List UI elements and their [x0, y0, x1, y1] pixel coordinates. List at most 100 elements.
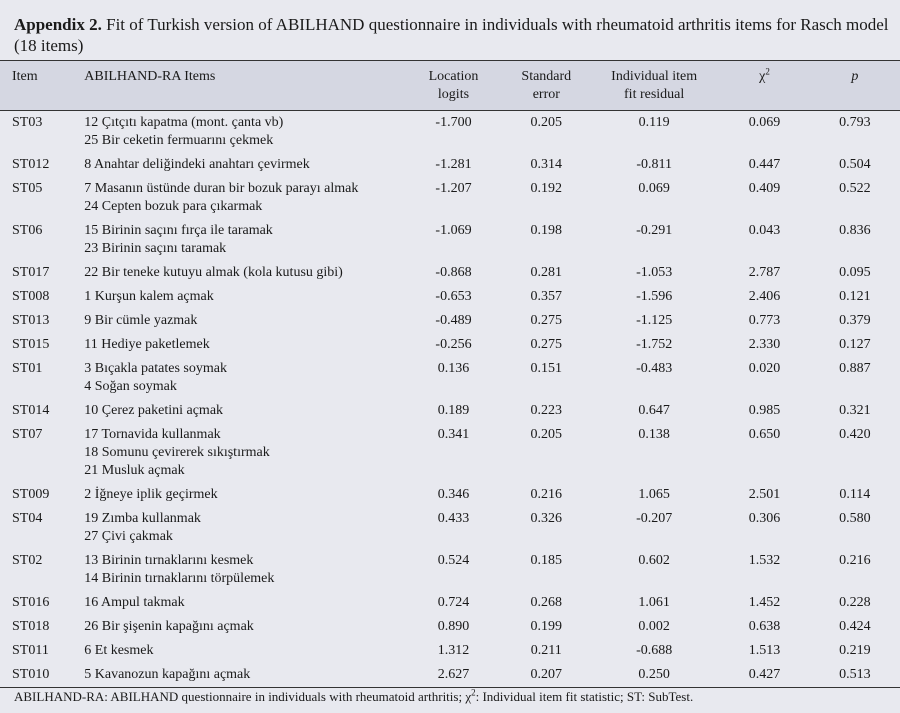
item-line: 4 Soğan soymak: [84, 379, 177, 394]
item-line: 19 Zımba kullanmak: [84, 511, 201, 526]
header-line: Location: [428, 69, 479, 84]
header-row: Item ABILHAND-RA Items Location logits Stand…: [0, 60, 900, 111]
cell: -1.596: [636, 289, 673, 304]
item-line: 1 Kurşun kalem açmak: [84, 289, 214, 304]
cell: 7 Masanın üstünde duran bir bozuk parayı…: [84, 177, 403, 219]
cell: 3 Bıçakla patates soymak 4 Soğan soymak: [84, 357, 403, 399]
cell: 0.185: [530, 553, 563, 568]
cell: 9 Bir cümle yazmak: [84, 309, 403, 333]
table-row: ST03 12 Çıtçıtı kapatma (mont. çanta vb) 2…: [0, 111, 900, 154]
cell: -1.281: [435, 157, 472, 172]
cell: 19 Zımba kullanmak 27 Çivi çakmak: [84, 507, 403, 549]
cell: -0.688: [636, 643, 673, 658]
item-line: 18 Somunu çevirerek sıkıştırmak: [84, 445, 270, 460]
header-line: fit residual: [624, 87, 685, 102]
cell: 0.205: [530, 115, 563, 130]
cell: 0.114: [839, 487, 871, 502]
item-line: 8 Anahtar deliğindeki anahtarı çevirmek: [84, 157, 310, 172]
cell: ST009: [12, 487, 50, 502]
cell: ST017: [12, 265, 50, 280]
footnote-text: ABILHAND-RA: ABILHAND questionnaire in i…: [14, 689, 472, 704]
cell: -0.207: [636, 511, 673, 526]
cell: ST02: [12, 553, 43, 568]
cell: 0.513: [809, 663, 900, 688]
header-text: χ: [759, 69, 766, 84]
cell: 0.268: [530, 595, 563, 610]
cell: 0.151: [530, 361, 563, 376]
cell: ST016: [12, 595, 50, 610]
cell: 1 Kurşun kalem açmak: [84, 285, 403, 309]
superscript: 2: [471, 687, 476, 698]
item-line: 14 Birinin tırnaklarını törpülemek: [84, 571, 275, 586]
item-line: 5 Kavanozun kapağını açmak: [84, 667, 251, 682]
table-row: ST017 22 Bir teneke kutuyu almak (kola ku…: [0, 261, 900, 285]
cell: 0.326: [530, 511, 563, 526]
cell: 0.427: [719, 663, 810, 688]
cell: 0.580: [839, 511, 871, 526]
cell: 0.281: [530, 265, 563, 280]
table-header: Item ABILHAND-RA Items Location logits Stand…: [0, 60, 900, 111]
cell: 0.424: [839, 619, 871, 634]
cell: 17 Tornavida kullanmak 18 Somunu çevirere…: [84, 423, 403, 483]
table-row: ST012 8 Anahtar deliğindeki anahtarı çevi…: [0, 153, 900, 177]
item-line: 24 Cepten bozuk para çıkarmak: [84, 199, 263, 214]
cell: ST06: [12, 223, 43, 238]
item-line: 13 Birinin tırnaklarını kesmek: [84, 553, 254, 568]
cell: 0.647: [638, 403, 670, 418]
cell: 0.205: [530, 427, 563, 442]
cell: 0.136: [437, 361, 470, 376]
table-row: ST014 10 Çerez paketini açmak 0.189 0.223 0.…: [0, 399, 900, 423]
cell: 0.504: [839, 157, 871, 172]
item-line: 15 Birinin saçını fırça ile taramak: [84, 223, 273, 238]
cell: 22 Bir teneke kutuyu almak (kola kutusu …: [84, 261, 403, 285]
cell: -1.752: [636, 337, 673, 352]
cell: 0.985: [748, 403, 781, 418]
cell: -1.053: [636, 265, 673, 280]
cell: 0.524: [437, 553, 470, 568]
table-row: ST02 13 Birinin tırnaklarını kesmek 14 Bir…: [0, 549, 900, 591]
table-row: ST018 26 Bir şişenin kapağını açmak 0.890 0…: [0, 615, 900, 639]
header-cell: p: [809, 60, 900, 111]
cell: -1.125: [636, 313, 673, 328]
header-line: Item: [12, 69, 38, 84]
cell: 1.061: [638, 595, 670, 610]
cell: 0.216: [839, 553, 871, 568]
table-row: ST04 19 Zımba kullanmak 27 Çivi çakmak 0.43…: [0, 507, 900, 549]
cell: ST05: [12, 181, 43, 196]
item-line: 7 Masanın üstünde duran bir bozuk parayı…: [84, 181, 359, 196]
cell: 0.890: [437, 619, 470, 634]
cell: 0.836: [839, 223, 871, 238]
cell: 0.522: [839, 181, 871, 196]
cell: -0.489: [435, 313, 472, 328]
cell: 0.002: [638, 619, 670, 634]
table-row: ST07 17 Tornavida kullanmak 18 Somunu çevi…: [0, 423, 900, 483]
cell: 1.513: [748, 643, 781, 658]
item-line: 26 Bir şişenin kapağını açmak: [84, 619, 254, 634]
cell: ST07: [12, 427, 43, 442]
title-text: Fit of Turkish version of ABILHAND quest…: [14, 15, 889, 55]
table-row: ST011 6 Et kesmek 1.312 0.211 -0.688 1.513 0.2…: [0, 639, 900, 663]
cell: 0.420: [839, 427, 871, 442]
cell: 2.406: [748, 289, 781, 304]
cell: 0.275: [530, 337, 563, 352]
header-line: logits: [437, 87, 470, 102]
item-line: 17 Tornavida kullanmak: [84, 427, 221, 442]
cell: -0.653: [435, 289, 472, 304]
cell: 0.409: [748, 181, 781, 196]
item-line: 6 Et kesmek: [84, 643, 154, 658]
cell: 0.275: [530, 313, 563, 328]
table-row: ST008 1 Kurşun kalem açmak -0.653 0.357 -1.5…: [0, 285, 900, 309]
cell: 0.379: [839, 313, 871, 328]
table-row: ST013 9 Bir cümle yazmak -0.489 0.275 -1.125…: [0, 309, 900, 333]
cell: 10 Çerez paketini açmak: [84, 399, 403, 423]
cell: 0.121: [839, 289, 871, 304]
header-line: error: [532, 87, 560, 102]
cell: 6 Et kesmek: [84, 639, 403, 663]
cell: 0.346: [437, 487, 470, 502]
header-line: p: [851, 69, 859, 84]
cell: 1.452: [748, 595, 781, 610]
item-line: 25 Bir ceketin fermuarını çekmek: [84, 133, 274, 148]
header-cell: ABILHAND-RA Items: [84, 60, 404, 111]
cell: 0.306: [748, 511, 781, 526]
